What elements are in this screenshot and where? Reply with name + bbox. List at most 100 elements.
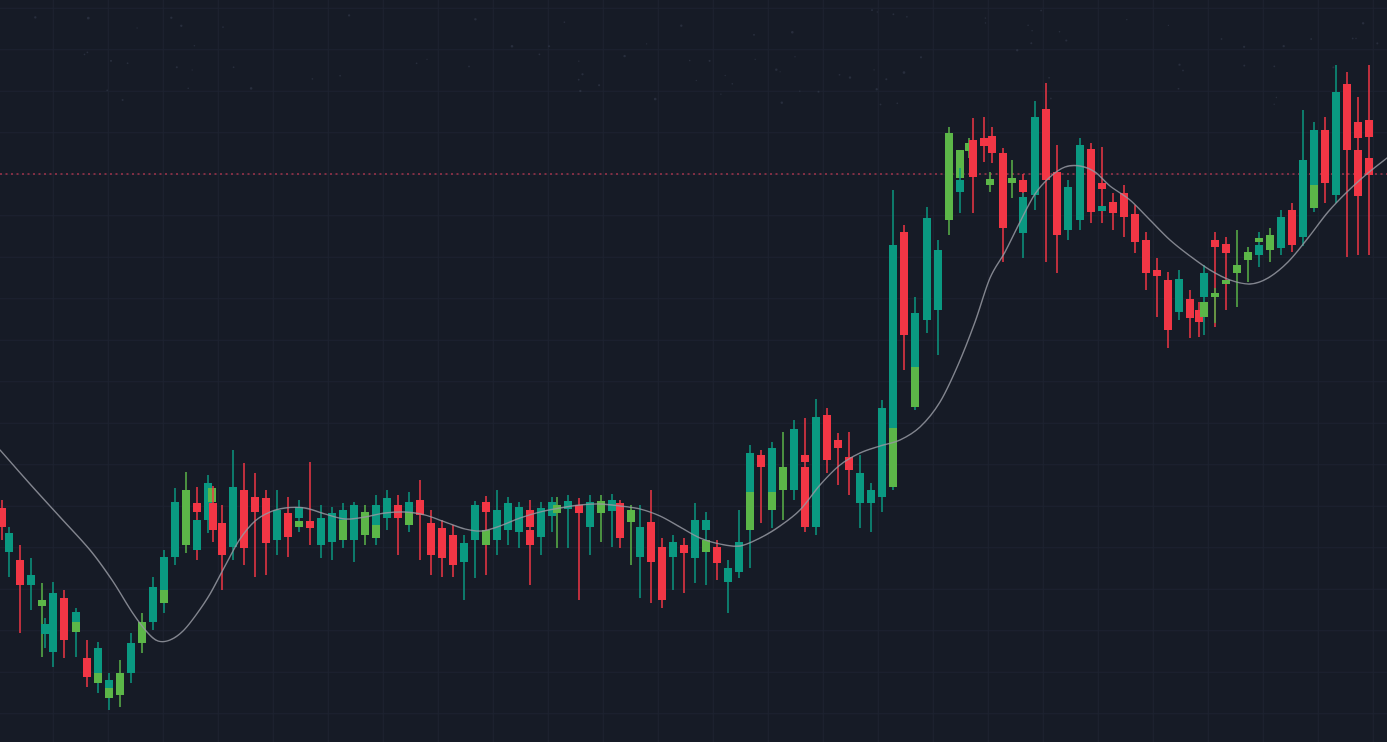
candle-body — [229, 487, 237, 547]
candle-body — [482, 502, 490, 512]
candle-body — [537, 508, 545, 537]
texture-dot — [1182, 69, 1184, 72]
candle-body — [526, 510, 534, 527]
texture-dot — [86, 51, 89, 54]
texture-dot — [680, 24, 683, 27]
candle-body — [669, 542, 677, 557]
candle-body — [1354, 122, 1362, 138]
candle-body — [1255, 238, 1263, 242]
candle-body — [1019, 180, 1027, 192]
candle-body — [383, 498, 391, 518]
candle-body — [746, 453, 754, 520]
candle-body — [1142, 240, 1150, 273]
texture-dot — [794, 56, 796, 58]
candle-body — [515, 507, 523, 532]
texture-dot — [126, 62, 129, 65]
candle-body — [262, 498, 270, 543]
candle-body — [72, 612, 80, 622]
candle-body — [980, 138, 988, 146]
candle-body — [94, 648, 102, 673]
texture-dot — [87, 16, 90, 20]
texture-dot — [902, 71, 906, 74]
candle-body — [94, 673, 102, 683]
texture-dot — [708, 59, 711, 62]
candle-body — [405, 512, 413, 525]
candle-body — [460, 543, 468, 562]
texture-dot — [799, 90, 801, 92]
candle-body — [845, 457, 853, 470]
candle-body — [493, 510, 501, 540]
candle-body — [790, 429, 798, 490]
candle-body — [1354, 150, 1362, 196]
candle-body — [911, 313, 919, 367]
texture-dot — [598, 84, 601, 87]
candle-body — [504, 503, 512, 530]
candle-body — [1008, 178, 1016, 183]
candle-body — [193, 503, 201, 512]
candle-body — [1222, 244, 1230, 253]
texture-dot — [1332, 66, 1335, 69]
ma-line — [0, 157, 1387, 643]
candle-body — [1244, 252, 1252, 260]
candle-body — [105, 680, 113, 688]
texture-dot — [984, 17, 987, 19]
texture-dot — [193, 45, 196, 47]
candle-body — [60, 598, 68, 640]
candle-body — [339, 510, 347, 520]
candle-body — [988, 136, 996, 153]
candle-body — [284, 513, 292, 537]
candle-body — [1266, 235, 1274, 250]
texture-dot — [1126, 18, 1128, 21]
candle-body — [41, 624, 49, 634]
candle-body — [350, 505, 358, 540]
texture-dot — [1351, 37, 1354, 40]
candle-body — [1310, 130, 1318, 185]
candle-body — [889, 245, 897, 428]
texture-dot — [919, 56, 923, 59]
texture-dot — [1167, 24, 1170, 27]
texture-dot — [191, 69, 193, 71]
candle-body — [801, 467, 809, 527]
texture-dot — [34, 16, 37, 19]
candle-body — [1064, 187, 1072, 230]
candle-body — [83, 658, 91, 677]
candle-body — [945, 133, 953, 220]
texture-dot — [175, 66, 178, 69]
texture-dot — [645, 43, 648, 45]
texture-dot — [731, 83, 734, 85]
candle-body — [986, 179, 994, 185]
candle-body — [1153, 270, 1161, 276]
candle-body — [1087, 149, 1095, 212]
candle-body — [361, 512, 369, 535]
texture-dot — [563, 21, 566, 23]
candle-body — [575, 505, 583, 513]
candle-body — [1365, 120, 1373, 137]
texture-dot — [474, 18, 477, 21]
texture-dot — [1273, 103, 1275, 105]
candle-body — [923, 218, 931, 320]
candle-body — [405, 502, 413, 512]
candle-body — [586, 502, 594, 527]
texture-dot — [232, 66, 235, 69]
candle-body — [1098, 183, 1106, 189]
texture-dot — [1282, 44, 1285, 48]
texture-dot — [1376, 42, 1379, 45]
texture-dot — [1243, 64, 1246, 67]
candle-body — [1211, 293, 1219, 297]
texture-dot — [1310, 38, 1313, 40]
texture-dot — [222, 26, 224, 28]
candle-body — [658, 547, 666, 600]
candle-body — [49, 593, 57, 652]
texture-dot — [876, 11, 878, 13]
candle-body — [597, 501, 605, 513]
candle-body — [1076, 145, 1084, 220]
candle-body — [1277, 217, 1285, 248]
texture-dot — [848, 76, 852, 79]
candle-body — [471, 505, 479, 540]
texture-dot — [170, 16, 173, 19]
candle-body — [757, 455, 765, 467]
candle-body — [1200, 273, 1208, 297]
candle-body — [1233, 265, 1241, 273]
